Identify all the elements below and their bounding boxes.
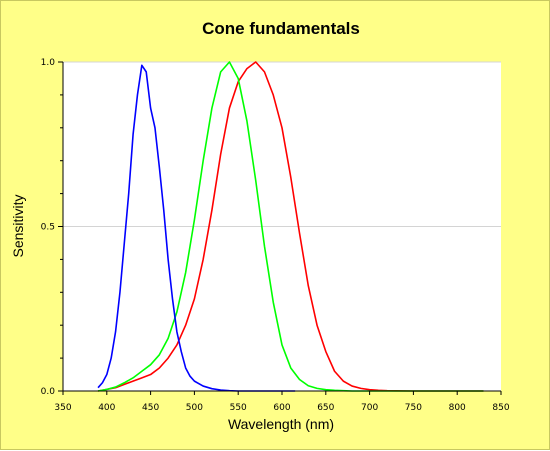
x-tick-label-7: 700 xyxy=(361,403,378,413)
series-line-0 xyxy=(97,61,484,392)
y-tick-label-0: 0.0 xyxy=(41,387,56,397)
grid-lines xyxy=(63,61,501,227)
x-axis-label: Wavelength (nm) xyxy=(228,416,334,432)
x-tick-label-4: 550 xyxy=(230,403,247,413)
x-tick-label-8: 750 xyxy=(405,403,422,413)
x-tick-label-3: 500 xyxy=(186,403,203,413)
x-tick-label-10: 850 xyxy=(492,403,509,413)
x-tick-label-9: 800 xyxy=(449,403,466,413)
x-tick-label-1: 400 xyxy=(98,403,115,413)
x-tick-label-6: 650 xyxy=(317,403,334,413)
x-tick-label-2: 450 xyxy=(142,403,159,413)
y-tick-label-1: 0.5 xyxy=(41,223,55,233)
y-tick-label-2: 1.0 xyxy=(41,58,56,68)
chart-title: Cone fundamentals xyxy=(202,19,360,38)
y-axis-label: Sensitivity xyxy=(10,194,26,257)
x-tick-label-5: 600 xyxy=(273,403,290,413)
x-tick-label-0: 350 xyxy=(54,403,71,413)
axis-ticks: 350 400 450 500 550 600 650 700 750 800 850 0.0 0.5 1… xyxy=(41,58,510,413)
